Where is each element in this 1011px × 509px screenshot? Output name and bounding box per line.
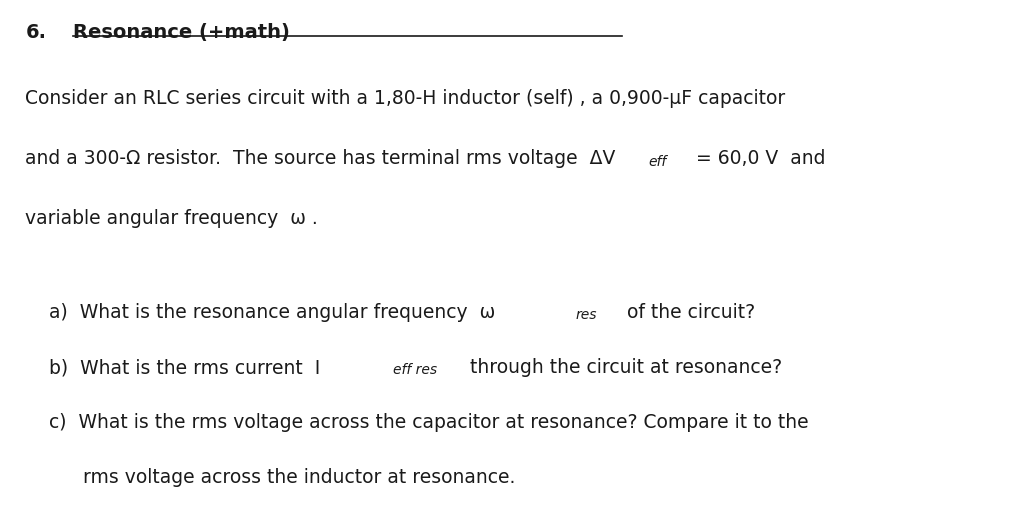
Text: of the circuit?: of the circuit? (615, 303, 754, 322)
Text: res: res (575, 308, 596, 323)
Text: = 60,0 V  and: = 60,0 V and (690, 149, 825, 168)
Text: variable angular frequency  ω .: variable angular frequency ω . (25, 209, 317, 228)
Text: b)  What is the rms current  I: b) What is the rms current I (49, 358, 319, 377)
Text: c)  What is the rms voltage across the capacitor at resonance? Compare it to the: c) What is the rms voltage across the ca… (49, 413, 808, 432)
Text: Resonance (+math): Resonance (+math) (73, 23, 289, 42)
Text: Consider an RLC series circuit with a 1,80-H inductor (self) , a 0,900-μF capaci: Consider an RLC series circuit with a 1,… (25, 89, 785, 108)
Text: eff res: eff res (392, 363, 437, 378)
Text: eff: eff (648, 155, 666, 169)
Text: through the circuit at resonance?: through the circuit at resonance? (458, 358, 782, 377)
Text: and a 300-Ω resistor.  The source has terminal rms voltage  ΔV: and a 300-Ω resistor. The source has ter… (25, 149, 615, 168)
Text: a)  What is the resonance angular frequency  ω: a) What is the resonance angular frequen… (49, 303, 494, 322)
Text: 6.: 6. (25, 23, 47, 42)
Text: rms voltage across the inductor at resonance.: rms voltage across the inductor at reson… (83, 468, 515, 487)
